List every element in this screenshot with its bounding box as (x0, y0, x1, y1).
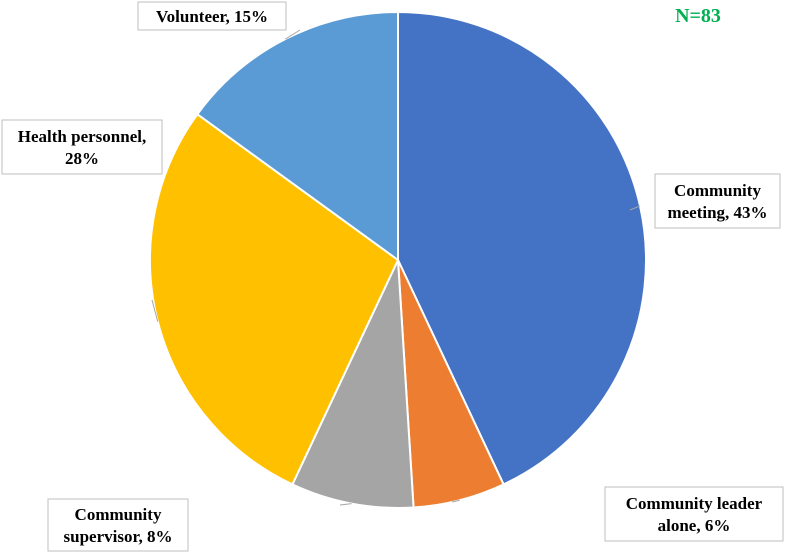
data-label-volunteer-15: Volunteer, 15% (156, 7, 268, 26)
data-label-community-supervisor-8: Community supervisor, 8% (64, 505, 173, 546)
leader-line-community-leader-alone-6 (451, 499, 460, 503)
label-box-health-personnel-28 (1, 119, 163, 175)
leader-line-health-personnel-28 (151, 299, 159, 322)
label-box-community-leader-alone-6 (604, 486, 784, 542)
slices-layer (149, 10, 647, 509)
data-label-community-leader-alone-6: Community leader alone, 6% (626, 494, 763, 535)
leader-lines-layer (151, 29, 641, 506)
sample-size-annotation: N=83 (675, 5, 721, 27)
pie-slice-community-supervisor-8 (291, 259, 415, 509)
label-box-community-supervisor-8 (47, 498, 189, 552)
leader-line-volunteer-15 (285, 29, 301, 40)
data-label-community-meeting-43: Community meeting, 43% (667, 181, 767, 222)
leader-line-community-supervisor-8 (339, 503, 352, 506)
leader-line-community-meeting-43 (629, 205, 641, 211)
label-box-volunteer-15 (137, 1, 287, 31)
data-label-health-personnel-28: Health personnel, 28% (18, 127, 146, 168)
label-box-community-meeting-43 (654, 173, 781, 229)
